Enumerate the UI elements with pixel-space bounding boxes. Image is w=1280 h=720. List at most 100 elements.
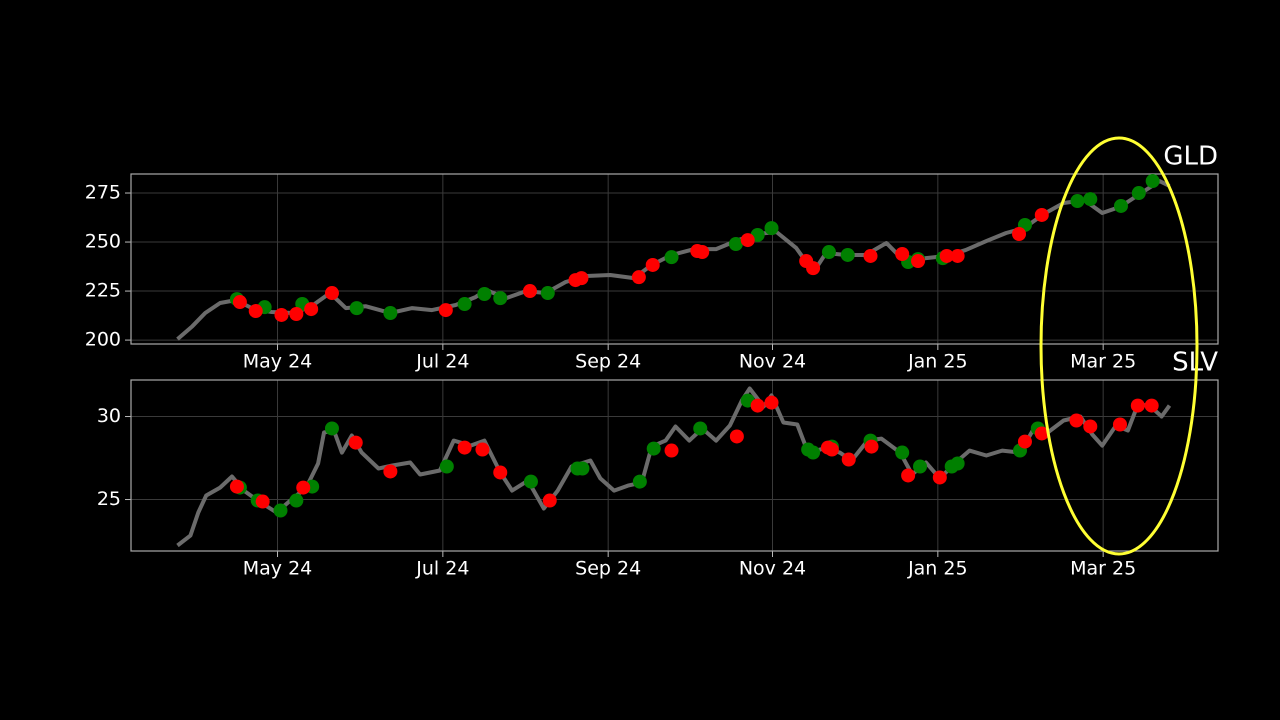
signal-dot <box>542 493 557 508</box>
axes-frame <box>130 173 1219 345</box>
signal-dot <box>728 237 743 251</box>
signal-dot <box>750 398 765 413</box>
y-tick-label: 250 <box>85 231 121 253</box>
signal-dot <box>1145 174 1160 189</box>
signal-dot <box>438 303 453 318</box>
signal-dot <box>296 480 311 495</box>
signal-dot <box>383 464 398 479</box>
signal-dot <box>932 470 947 485</box>
signal-dot <box>232 295 247 310</box>
x-tick-label: Sep 24 <box>575 351 641 373</box>
signal-dot <box>821 245 836 260</box>
signal-dot <box>1034 426 1049 441</box>
signal-dot <box>493 291 508 306</box>
signal-dot <box>457 297 472 311</box>
signal-dot <box>574 271 589 286</box>
signal-dot <box>841 452 856 467</box>
signal-dot <box>806 445 821 460</box>
y-tick-label: 30 <box>97 405 121 427</box>
signal-dot <box>540 286 555 301</box>
signal-dot <box>913 459 928 474</box>
signal-dot <box>911 254 926 269</box>
signal-dot <box>1113 198 1128 213</box>
signal-dot <box>895 247 910 261</box>
x-tick-label: May 24 <box>243 351 313 373</box>
signal-dot <box>273 503 288 518</box>
signal-dot <box>1069 413 1084 428</box>
signal-dot <box>764 395 779 410</box>
x-tick-label: Mar 25 <box>1070 351 1136 373</box>
y-tick-label: 25 <box>97 488 121 510</box>
signal-dot <box>645 257 660 272</box>
signal-dot <box>1017 434 1032 449</box>
signal-dot <box>255 494 270 509</box>
signal-dot <box>1070 194 1085 209</box>
signal-dot <box>664 250 679 265</box>
x-tick-label: Nov 24 <box>739 558 806 580</box>
plot-area <box>176 174 1171 341</box>
x-tick-label: Jul 24 <box>415 351 469 373</box>
signal-dot <box>522 284 537 299</box>
signal-dot <box>693 421 708 436</box>
signal-dot <box>1144 398 1159 413</box>
signal-dot <box>304 302 319 317</box>
subplot-title: GLD <box>1163 142 1218 172</box>
signal-dot <box>575 461 590 476</box>
axes-frame <box>130 379 1219 552</box>
signal-dot <box>895 445 910 460</box>
signal-dot <box>523 474 538 489</box>
signal-dot <box>840 247 855 262</box>
signal-dot <box>664 443 679 458</box>
y-tick-label: 200 <box>85 329 121 351</box>
signal-dot <box>1083 192 1098 207</box>
signal-dot <box>764 221 779 236</box>
x-tick-label: Jan 25 <box>907 558 968 580</box>
signal-dot <box>806 261 821 276</box>
signal-dot <box>695 245 710 260</box>
signal-dot <box>824 442 839 457</box>
signal-dot <box>864 439 879 454</box>
x-tick-label: Jan 25 <box>907 351 968 373</box>
signal-dot <box>901 468 916 483</box>
plot-area <box>176 386 1172 548</box>
signal-dot <box>632 474 647 489</box>
signal-dot <box>289 307 304 321</box>
x-tick-label: Jul 24 <box>415 558 469 580</box>
signal-dot <box>475 442 490 457</box>
x-tick-label: Sep 24 <box>575 558 641 580</box>
signal-dot <box>1112 417 1127 432</box>
signal-dot <box>950 456 965 471</box>
signal-dot <box>729 429 744 444</box>
x-tick-label: Mar 25 <box>1070 558 1136 580</box>
signal-dot <box>439 459 454 474</box>
highlight-ellipse <box>1039 136 1199 556</box>
signal-dot <box>349 301 364 316</box>
signal-dot <box>289 493 304 508</box>
signal-dot <box>348 435 363 450</box>
signal-dot <box>477 287 492 301</box>
signal-dot <box>383 306 398 321</box>
x-tick-label: May 24 <box>243 558 313 580</box>
signal-dot <box>1012 227 1027 241</box>
subplot: 200 225 250 275 May 24 Jul 24 Sep 24 Nov 24 Jan … <box>85 142 1219 373</box>
signal-dot <box>950 248 965 263</box>
signal-dot <box>1083 419 1098 434</box>
y-tick-label: 275 <box>85 182 121 204</box>
signal-dot <box>631 270 646 285</box>
signal-dot <box>457 440 472 455</box>
signal-dot <box>1131 186 1146 201</box>
signal-dot <box>646 441 661 456</box>
signal-dot <box>493 465 508 480</box>
signal-dot <box>863 248 878 263</box>
signal-dot <box>1034 207 1049 222</box>
signal-dot <box>229 479 244 494</box>
signal-dot <box>324 421 339 436</box>
signal-dot <box>248 304 263 319</box>
signal-dot <box>274 307 289 322</box>
signal-dot <box>740 233 755 248</box>
signal-dot <box>939 248 954 263</box>
signal-dot <box>1130 398 1145 413</box>
y-tick-label: 225 <box>85 280 121 302</box>
